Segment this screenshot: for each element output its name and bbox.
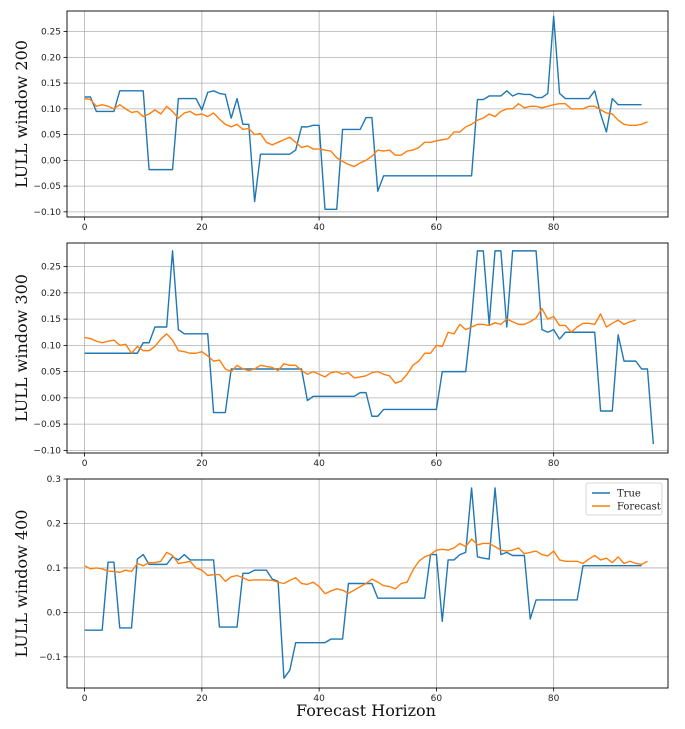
x-tick-label: 20	[196, 694, 208, 704]
series-line-true	[84, 487, 642, 679]
y-tick-label: 0.2	[47, 519, 61, 529]
x-tick-label: 80	[548, 459, 560, 469]
x-tick-label: 20	[196, 459, 208, 469]
series-line-forecast	[84, 538, 648, 595]
y-tick-label: −0.10	[33, 446, 61, 456]
y-axis-label: LULL window 300	[12, 274, 31, 422]
x-tick-label: 40	[313, 694, 325, 704]
x-tick-label: 20	[196, 223, 208, 233]
y-tick-label: −0.10	[33, 208, 61, 218]
legend: True Forecast	[585, 482, 663, 516]
y-tick-label: 0.25	[41, 28, 61, 38]
x-tick-label: 40	[313, 459, 325, 469]
y-tick-label: −0.05	[33, 182, 61, 192]
y-axis-label: LULL window 400	[12, 510, 31, 658]
series-line-true	[84, 250, 655, 445]
x-tick-label: 40	[313, 223, 325, 233]
y-tick-label: 0.00	[41, 156, 61, 166]
x-tick-label: 80	[548, 223, 560, 233]
x-tick-label: 80	[548, 694, 560, 704]
x-tick-label: 60	[431, 694, 443, 704]
y-axis-label: LULL window 200	[12, 40, 31, 188]
y-tick-label: 0.15	[41, 315, 61, 325]
y-tick-label: 0.1	[47, 564, 61, 574]
y-tick-label: −0.05	[33, 420, 61, 430]
legend-box	[585, 482, 663, 516]
figure-x-axis-label: Forecast Horizon	[296, 701, 436, 720]
y-tick-label: 0.25	[41, 263, 61, 273]
axes-frame	[66, 478, 669, 689]
x-tick-label: 0	[82, 694, 88, 704]
y-tick-label: −0.1	[39, 653, 61, 663]
series-line-forecast	[84, 307, 636, 384]
legend-label-true: True	[617, 489, 641, 500]
y-tick-label: 0.20	[41, 289, 61, 299]
x-tick-label: 0	[82, 223, 88, 233]
y-tick-label: 0.05	[41, 131, 61, 141]
x-tick-label: 0	[82, 459, 88, 469]
y-tick-label: 0.3	[47, 475, 61, 485]
y-tick-label: 0.00	[41, 394, 61, 404]
axes-frame	[66, 10, 669, 218]
subplot-lull-window-200: 0 20 40 60 80 −0.10 −0.05 0.00 0.05 0.10 0.15 0.20 0…	[12, 10, 669, 233]
axes-frame	[66, 242, 669, 454]
y-tick-label: 0.20	[41, 53, 61, 63]
series-line-true	[84, 15, 642, 210]
y-tick-label: 0.0	[47, 608, 62, 618]
y-tick-label: 0.10	[41, 341, 61, 351]
series-line-forecast	[84, 97, 648, 168]
y-tick-label: 0.15	[41, 79, 61, 89]
legend-label-forecast: Forecast	[617, 502, 661, 513]
x-tick-label: 60	[431, 223, 443, 233]
subplot-lull-window-400: 0 20 40 60 80 −0.1 0.0 0.1 0.2 0.3 LULL window 400…	[12, 475, 669, 704]
y-tick-label: 0.05	[41, 368, 61, 378]
y-tick-label: 0.10	[41, 105, 61, 115]
subplot-lull-window-300: 0 20 40 60 80 −0.10 −0.05 0.00 0.05 0.10 0.15 0.20 0…	[12, 242, 669, 469]
x-tick-label: 60	[431, 459, 443, 469]
